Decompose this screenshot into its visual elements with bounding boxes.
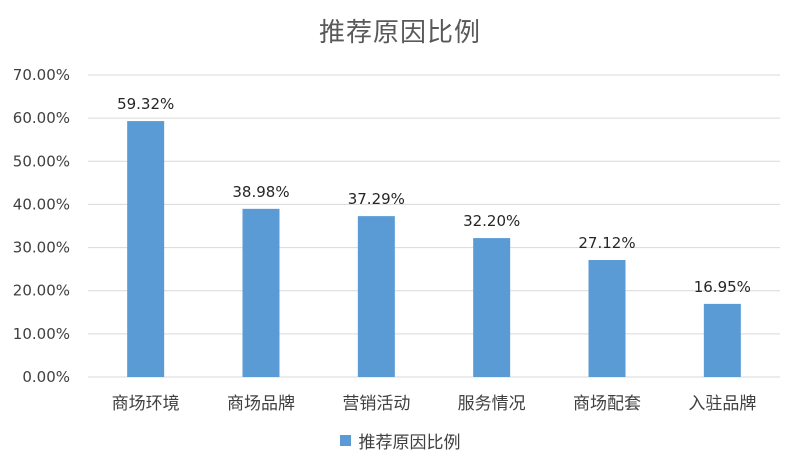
bar: [588, 259, 626, 377]
data-label: 59.32%: [117, 95, 174, 113]
y-tick-label: 10.00%: [13, 325, 70, 343]
y-axis-ticks: 0.00% 10.00% 20.00% 30.00% 40.00% 50.00% 60.00…: [13, 66, 70, 386]
bars: [127, 121, 741, 377]
bar: [357, 216, 395, 377]
gridlines: [88, 74, 780, 378]
bar: [242, 208, 280, 377]
y-tick-label: 40.00%: [13, 195, 70, 213]
y-tick-label: 30.00%: [13, 239, 70, 257]
chart-title: 推荐原因比例: [318, 18, 481, 48]
data-labels: 59.32% 38.98% 37.29% 32.20% 27.12% 16.95%: [117, 95, 751, 296]
data-label: 37.29%: [348, 190, 405, 208]
data-label: 16.95%: [694, 278, 751, 296]
x-axis-categories: 商场环境 商场品牌 营销活动 服务情况 商场配套 入驻品牌: [112, 394, 757, 414]
bar: [127, 121, 165, 377]
category-label: 营销活动: [342, 394, 410, 414]
y-tick-label: 50.00%: [13, 152, 70, 170]
category-label: 服务情况: [458, 394, 526, 414]
category-label: 商场环境: [112, 394, 180, 414]
category-label: 入驻品牌: [688, 394, 756, 414]
y-tick-label: 70.00%: [13, 66, 70, 84]
y-tick-label: 20.00%: [13, 282, 70, 300]
data-label: 27.12%: [578, 234, 635, 252]
data-label: 32.20%: [463, 212, 520, 230]
category-label: 商场配套: [573, 394, 641, 414]
category-label: 商场品牌: [227, 394, 295, 414]
bar: [473, 238, 511, 377]
data-label: 38.98%: [232, 183, 289, 201]
y-tick-label: 60.00%: [13, 109, 70, 127]
y-tick-label: 0.00%: [22, 368, 70, 386]
legend-label: 推荐原因比例: [358, 433, 461, 453]
legend: 推荐原因比例: [0, 428, 800, 453]
bar: [703, 303, 741, 377]
legend-swatch: [339, 435, 351, 446]
